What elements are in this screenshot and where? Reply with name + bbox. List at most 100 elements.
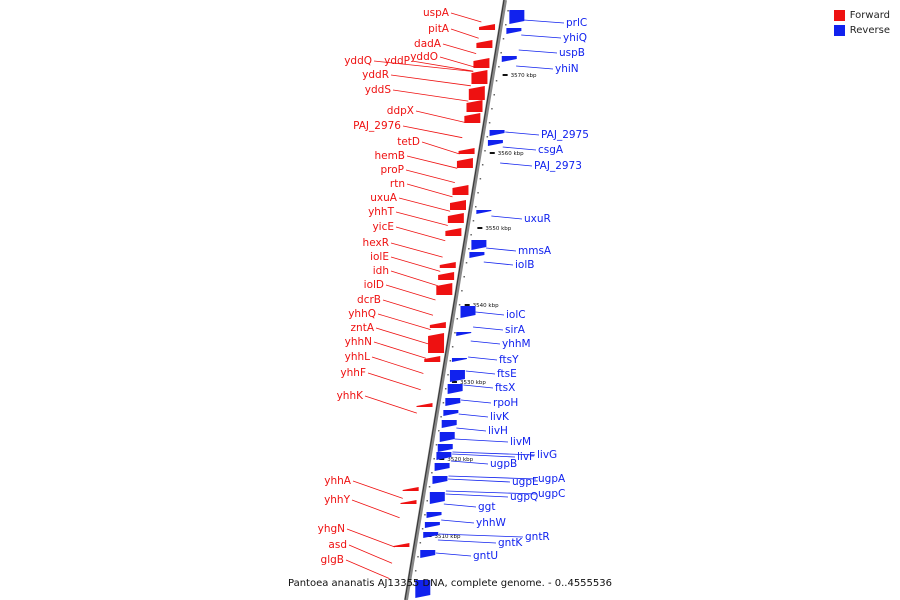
strand-dot	[412, 584, 415, 586]
forward-gene-block	[458, 148, 475, 154]
legend-reverse-label: Reverse	[849, 25, 890, 36]
forward-gene-leader	[411, 60, 474, 72]
forward-gene-label: yddP	[384, 55, 410, 67]
reverse-gene-label: ugpA	[538, 473, 566, 485]
reverse-gene-leader	[463, 384, 494, 389]
strand-dot	[454, 332, 456, 334]
reverse-gene-leader	[465, 370, 496, 375]
reverse-gene-leader	[443, 503, 477, 508]
forward-gene-leader	[390, 270, 438, 287]
strand-dot	[484, 150, 486, 152]
tick-mark	[489, 152, 495, 154]
forward-gene-leader	[390, 74, 471, 87]
forward-gene-block	[452, 185, 469, 195]
forward-gene-block	[471, 70, 488, 84]
forward-gene-block	[436, 283, 453, 295]
strand-dot	[505, 24, 507, 26]
forward-gene-leader	[377, 313, 431, 330]
forward-gene-leader	[402, 125, 463, 139]
forward-gene-leader	[398, 197, 451, 212]
forward-gene-label: yhhL	[345, 351, 371, 363]
reverse-gene-label: iolB	[515, 259, 534, 271]
forward-gene-leader	[395, 211, 448, 226]
reverse-gene-leader	[473, 326, 504, 331]
forward-gene-block	[464, 113, 481, 123]
forward-gene-leader	[373, 341, 427, 359]
forward-gene-leader	[415, 110, 465, 123]
forward-gene-label: yddO	[410, 51, 438, 63]
legend: Forward Reverse	[833, 8, 890, 38]
forward-gene-block	[438, 272, 455, 280]
reverse-gene-label: gntR	[525, 531, 550, 543]
forward-gene-block	[468, 86, 485, 100]
forward-gene-block	[439, 262, 456, 268]
strand-dot	[470, 234, 472, 236]
forward-gene-block	[466, 100, 483, 112]
reverse-gene-leader	[452, 451, 536, 456]
tick-mark	[502, 74, 508, 76]
forward-gene-label: asd	[328, 539, 347, 551]
reverse-gene-label: iolC	[506, 309, 526, 321]
reverse-gene-leader	[447, 478, 511, 483]
strand-dot	[488, 122, 491, 124]
tick-label: 3550 kbp	[485, 226, 511, 232]
strand-dot	[468, 248, 470, 250]
reverse-gene-block	[501, 56, 517, 62]
reverse-gene-block	[437, 444, 453, 452]
reverse-gene-label: uspB	[559, 47, 585, 59]
reverse-gene-leader	[456, 427, 487, 432]
strand-dot	[421, 528, 424, 530]
strand-dot	[507, 10, 509, 12]
strand-dot	[419, 542, 422, 544]
reverse-gene-leader	[500, 162, 533, 167]
reverse-gene-label: ftsY	[499, 354, 519, 366]
forward-gene-leader	[348, 544, 393, 564]
tick-label: 3520 kbp	[447, 457, 473, 463]
reverse-gene-label: sirA	[505, 324, 526, 336]
forward-gene-label: uxuA	[370, 192, 398, 204]
reverse-gene-block	[489, 130, 505, 136]
strand-dot	[502, 38, 505, 40]
tick-mark	[477, 227, 483, 229]
forward-gene-leader	[390, 256, 441, 272]
forward-gene-leader	[390, 242, 443, 258]
reverse-gene-label: livG	[537, 449, 557, 461]
strand-dot	[486, 136, 489, 138]
strand-dot	[479, 178, 482, 180]
reverse-gene-block	[420, 550, 436, 558]
forward-gene-label: yicE	[372, 221, 394, 233]
forward-gene-label: yhhN	[345, 336, 372, 348]
forward-gene-block	[479, 24, 496, 30]
forward-gene-leader	[351, 499, 400, 519]
forward-gene-leader	[364, 395, 417, 414]
strand-dot	[449, 360, 452, 362]
reverse-gene-label: csgA	[538, 144, 564, 156]
reverse-gene-block	[429, 492, 445, 504]
forward-gene-leader	[346, 528, 395, 548]
reverse-gene-label: yhiN	[555, 63, 579, 75]
legend-reverse: Reverse	[833, 23, 890, 38]
reverse-gene-label: rpoH	[493, 397, 518, 409]
strand-dot	[433, 458, 435, 460]
strand-dot	[414, 570, 417, 572]
strand-dot	[495, 80, 498, 82]
reverse-gene-block	[423, 532, 439, 538]
reverse-gene-block	[441, 420, 457, 428]
strand-dot	[472, 220, 475, 222]
reverse-gene-leader	[450, 460, 489, 465]
forward-gene-block	[429, 322, 446, 328]
reverse-gene-label: ftsX	[495, 382, 515, 394]
reverse-gene-leader	[491, 215, 523, 220]
strand-dot	[428, 486, 431, 488]
strand-dot	[451, 346, 454, 348]
forward-gene-leader	[373, 60, 474, 72]
reverse-gene-label: yhhW	[476, 517, 507, 529]
forward-gene-leader	[405, 169, 455, 183]
reverse-gene-block	[445, 398, 461, 406]
strand-dot	[447, 374, 449, 376]
reverse-gene-leader	[470, 340, 501, 345]
tick-label: 3510 kbp	[435, 534, 461, 540]
forward-gene-label: yddS	[365, 84, 392, 96]
reverse-gene-leader	[502, 146, 537, 151]
